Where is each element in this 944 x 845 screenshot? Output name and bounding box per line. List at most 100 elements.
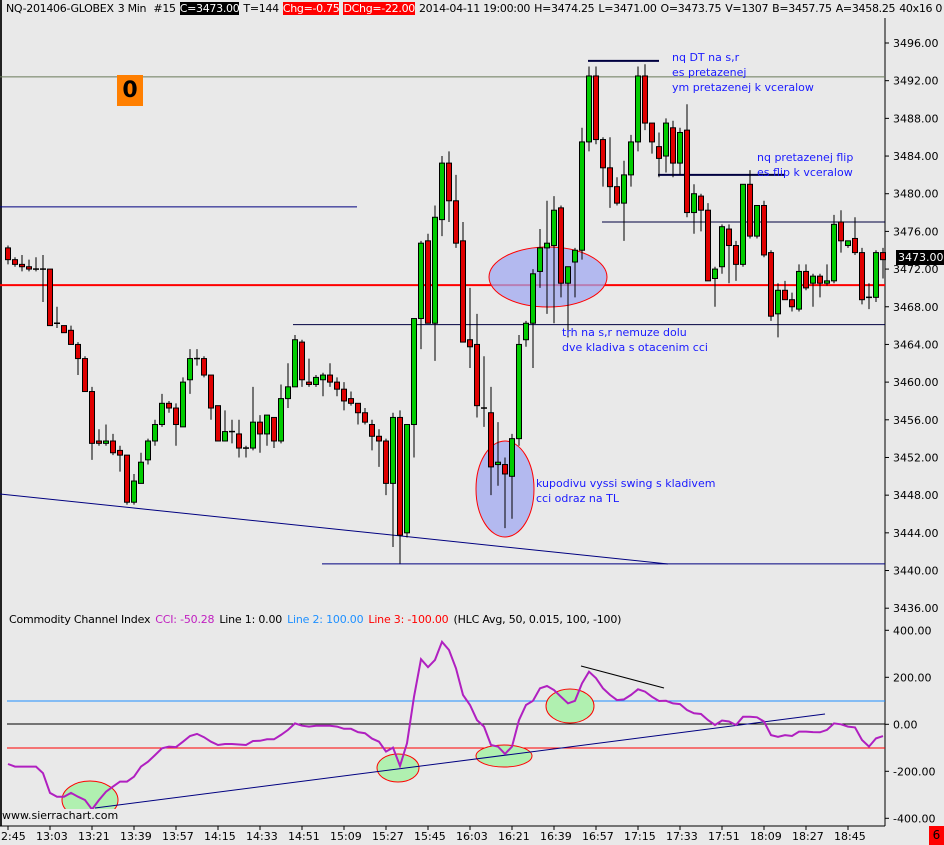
candle-body — [803, 270, 809, 289]
time-tick-label: 14:33 — [246, 830, 278, 843]
candle — [68, 325, 74, 345]
candle-body — [537, 247, 543, 272]
candle — [866, 283, 872, 310]
price-trendline[interactable] — [0, 493, 669, 565]
candle — [425, 233, 431, 324]
candle-body — [495, 461, 501, 466]
corner-badge: 6 — [929, 826, 944, 845]
ticks-value: T=144 — [243, 2, 279, 15]
cci-legend: Commodity Channel Index CCI: -50.28 Line 1… — [9, 612, 626, 627]
candle-body — [320, 374, 326, 381]
candle — [481, 356, 487, 427]
candle — [572, 247, 578, 298]
candle-body — [383, 440, 389, 484]
candle — [278, 384, 284, 444]
candle-body — [348, 398, 354, 404]
candle-body — [159, 402, 165, 426]
candle — [796, 264, 802, 312]
cci-tick-label: -200.00 — [893, 765, 935, 778]
candle — [516, 335, 522, 446]
candle-body — [362, 412, 368, 423]
time-tick-label: 18:27 — [792, 830, 824, 843]
cci-divergence-line[interactable] — [580, 665, 665, 689]
candle-body — [726, 228, 732, 247]
candle-body — [642, 75, 648, 124]
candle-body — [355, 402, 361, 414]
candle — [488, 386, 494, 496]
time-tick-label: 13:57 — [162, 830, 194, 843]
price-tick-label: 3444.00 — [893, 527, 939, 540]
candle — [215, 405, 221, 442]
candle — [754, 204, 760, 239]
annotation-low-1: kupodivu vyssi swing s kladivem — [536, 477, 715, 490]
candle — [180, 377, 186, 428]
time-tick-label: 13:03 — [36, 830, 68, 843]
candle — [565, 266, 571, 338]
candle-body — [768, 252, 774, 317]
change-value: Chg=-0.75 — [282, 2, 340, 15]
candle-body — [446, 162, 452, 202]
annotation-mid-2: dve kladiva s otacenim cci — [562, 341, 708, 354]
price-tick-label: 3448.00 — [893, 489, 939, 502]
candle-body — [565, 266, 571, 284]
cci-trendline[interactable] — [94, 713, 826, 809]
candle — [600, 137, 606, 187]
candle — [453, 174, 459, 248]
price-tick-label: 3468.00 — [893, 301, 939, 314]
candle — [404, 424, 410, 538]
time-tick-label: 15:09 — [330, 830, 362, 843]
candle — [586, 66, 592, 152]
candle-body — [516, 343, 522, 440]
candle — [551, 196, 557, 324]
candle-body — [488, 412, 494, 468]
candle-body — [453, 200, 459, 244]
candle-body — [670, 127, 676, 164]
candle-body — [698, 195, 704, 211]
candle — [747, 170, 753, 239]
datetime: 2014-04-11 19:00:00 — [418, 2, 531, 15]
candle-body — [656, 146, 662, 159]
candle-body — [817, 275, 823, 284]
candle-body — [124, 454, 130, 503]
candle-body — [264, 414, 270, 435]
candle-body — [600, 139, 606, 169]
candle-body — [47, 268, 53, 327]
candle — [145, 438, 151, 465]
annotation-top-1: nq DT na s,r — [672, 51, 740, 64]
candle — [369, 419, 375, 451]
candle-body — [838, 221, 844, 242]
candle-body — [110, 440, 116, 454]
symbol: NQ-201406-GLOBEX — [6, 2, 114, 15]
candle-body — [754, 204, 760, 237]
candle — [467, 287, 473, 368]
time-tick-label: 18:09 — [750, 830, 782, 843]
candle — [824, 264, 830, 286]
bid-value: B=3457.75 — [772, 2, 832, 15]
candle — [397, 410, 403, 564]
candle-body — [810, 275, 816, 284]
candle-body — [68, 329, 74, 345]
candle — [19, 254, 25, 272]
candle — [635, 66, 641, 152]
watermark: www.sierrachart.com — [2, 809, 119, 822]
cci-params: (HLC Avg, 50, 0.015, 100, -100) — [453, 613, 622, 626]
candle — [257, 415, 263, 453]
candle-body — [747, 183, 753, 237]
candle — [761, 200, 767, 258]
candle — [306, 358, 312, 387]
candle — [460, 221, 466, 343]
candle-body — [593, 75, 599, 141]
candle — [593, 66, 599, 145]
candle — [208, 374, 214, 420]
candle — [243, 445, 249, 458]
candle-body — [152, 424, 158, 442]
candle-body — [824, 280, 830, 284]
candle — [698, 193, 704, 232]
candle-body — [75, 343, 81, 360]
candle — [502, 457, 508, 529]
candle — [607, 137, 613, 208]
candle-body — [796, 270, 802, 310]
candle — [341, 382, 347, 411]
cci-tick-label: 400.00 — [893, 624, 932, 637]
